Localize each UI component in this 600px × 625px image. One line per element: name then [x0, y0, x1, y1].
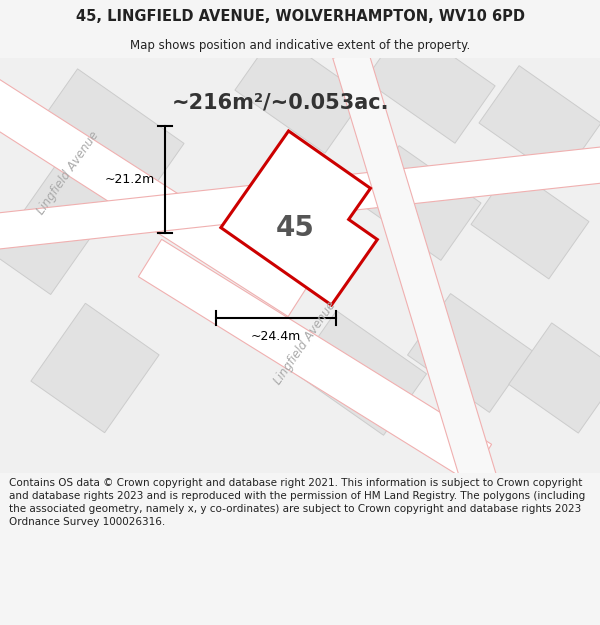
- Polygon shape: [333, 48, 497, 488]
- Polygon shape: [31, 303, 159, 432]
- Polygon shape: [139, 239, 491, 482]
- Polygon shape: [26, 69, 184, 217]
- Polygon shape: [509, 323, 600, 433]
- Polygon shape: [221, 131, 377, 305]
- Polygon shape: [471, 167, 589, 279]
- Polygon shape: [359, 146, 481, 261]
- Polygon shape: [0, 74, 312, 316]
- Text: Lingfield Avenue: Lingfield Avenue: [34, 129, 101, 217]
- Text: 45: 45: [275, 214, 314, 242]
- Polygon shape: [0, 145, 600, 251]
- Text: ~21.2m: ~21.2m: [105, 173, 155, 186]
- Polygon shape: [407, 294, 532, 413]
- Polygon shape: [479, 66, 600, 181]
- Text: Map shows position and indicative extent of the property.: Map shows position and indicative extent…: [130, 39, 470, 52]
- Text: ~216m²/~0.053ac.: ~216m²/~0.053ac.: [171, 93, 389, 113]
- Polygon shape: [365, 22, 495, 143]
- Polygon shape: [235, 32, 365, 153]
- Text: Lingfield Avenue: Lingfield Avenue: [271, 299, 338, 387]
- Text: 45, LINGFIELD AVENUE, WOLVERHAMPTON, WV10 6PD: 45, LINGFIELD AVENUE, WOLVERHAMPTON, WV1…: [76, 9, 524, 24]
- Text: ~24.4m: ~24.4m: [251, 330, 301, 343]
- Polygon shape: [293, 311, 427, 435]
- Text: Contains OS data © Crown copyright and database right 2021. This information is : Contains OS data © Crown copyright and d…: [9, 478, 585, 527]
- Polygon shape: [0, 131, 137, 294]
